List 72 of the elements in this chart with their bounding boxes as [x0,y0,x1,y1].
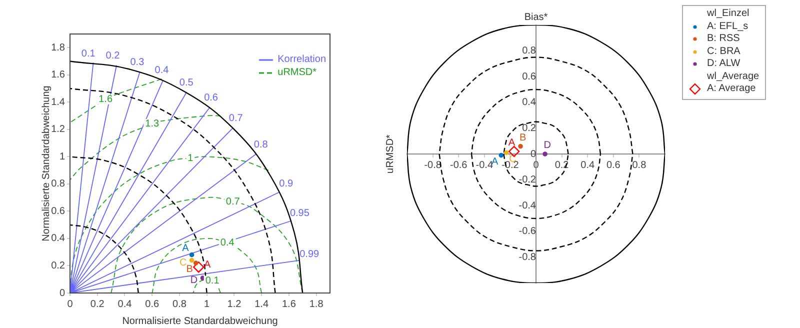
x-tick-label: 1.6 [282,298,296,310]
annotation: 0.5 [179,77,194,88]
legend-label: A: Average [707,83,756,96]
y-tick-label: 0 [59,288,66,299]
y-tick-label: 0.2 [522,122,536,134]
y-tick-label: 0.2 [51,260,66,272]
legend-label: Korrelation [278,54,326,66]
y-tick-label: 1.6 [51,70,66,81]
annotation: B [520,132,527,144]
x-axis-title: Normalisierte Standardabweichung [122,316,278,327]
y-tick-label: 1.8 [51,42,66,54]
annotation: 0.7 [228,113,244,124]
y-tick-label: 0.6 [522,71,536,82]
x-tick-label: 0.6 [606,160,621,171]
annotation: 0.9 [279,178,294,190]
series-label: B [186,264,194,276]
x-tick-label: 0.2 [90,298,105,310]
annotation: 0.3 [130,57,145,68]
point [542,152,548,156]
x-tick-label: 1.8 [309,298,324,310]
series-label: A [182,243,190,254]
point [504,150,509,156]
x-tick-label: 1.2 [227,298,242,310]
annotation: 1 [188,152,194,164]
y-tick-label: 1.2 [51,124,66,136]
x-tick-label: 0.8 [632,160,647,171]
y-tick-label: -0.8 [518,252,536,263]
text: wl_Average [706,70,760,83]
annotation: 0.6 [204,92,218,104]
x-tick-label: 0.6 [145,298,160,310]
y-tick-label: 1 [59,151,66,162]
point [193,260,198,266]
x-tick-label: 0.4 [118,298,132,310]
annotation: 0.1 [81,48,96,60]
y-tick-label: 0.4 [51,233,66,244]
annotation: 0.99 [300,248,320,260]
x-tick-label: 1.4 [254,298,269,310]
annotation: 0.95 [290,208,310,220]
legend-label: uRMSD* [278,66,317,79]
annotation: A [508,137,516,148]
x-tick-label: -0.6 [450,160,468,171]
x-tick-label: 0 [67,298,74,310]
x-tick-label: 0.4 [580,160,595,171]
point [189,258,194,263]
legend-label: C: BRA [707,46,740,58]
legend-label: D: ALW [707,58,740,70]
series-label: A [204,260,211,271]
annotation: 0.2 [106,50,120,62]
y-tick-label: 1.4 [51,96,66,108]
y-axis-title: uRMSD* [384,134,396,174]
series-label: D [190,275,198,286]
y-axis-title: Normalisierte Standardabweichung [40,86,52,242]
point [498,152,504,158]
annotation: D [544,140,551,152]
x-tick-label: 1 [204,298,210,310]
point [189,252,194,258]
y-tick-label: 0.6 [51,206,66,217]
chart-title: Bias* [524,12,548,23]
x-tick-label: 0.8 [172,298,187,310]
y-tick-label: -0.2 [518,174,536,186]
y-tick-label: -0.6 [518,226,536,238]
annotation: 0.8 [254,140,268,151]
legend-label: B: RSS [707,33,740,46]
y-tick-label: 0.8 [522,46,536,57]
series-label: C [179,257,187,268]
x-tick-label: -0.4 [476,160,494,171]
legend-title: wl_Einzel [706,8,750,20]
annotation: 0.4 [154,65,170,76]
y-tick-label: 0.8 [51,178,66,190]
point [518,144,523,149]
legend-label: A: EFL_s [707,20,748,33]
point [193,262,204,273]
